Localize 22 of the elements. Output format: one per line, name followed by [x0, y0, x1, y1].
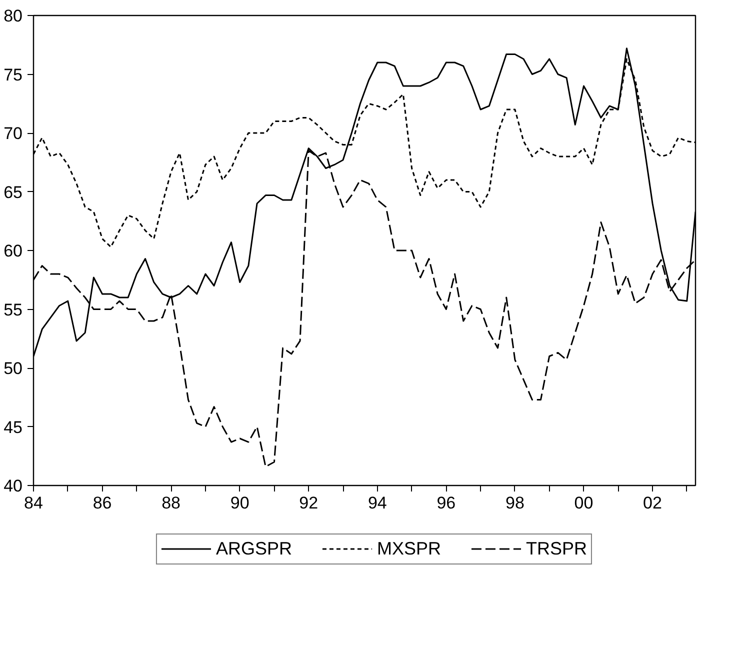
y-tick-label: 75	[4, 65, 23, 84]
y-tick-label: 50	[4, 359, 23, 378]
x-tick-label: 84	[24, 494, 43, 512]
y-tick-label: 70	[4, 124, 23, 143]
y-tick-label: 45	[4, 418, 23, 437]
y-tick-label: 40	[4, 476, 23, 496]
x-tick-label: 90	[230, 494, 250, 512]
x-tick-label: 02	[643, 494, 662, 512]
legend-label: MXSPR	[377, 538, 442, 559]
x-tick-label: 96	[436, 494, 456, 512]
x-tick-label: 98	[506, 494, 524, 512]
x-tick-label: 88	[162, 494, 181, 512]
legend-label: TRSPR	[526, 538, 588, 559]
legend-label: ARGSPR	[216, 538, 292, 559]
y-tick-label: 55	[4, 300, 23, 320]
y-tick-label: 80	[4, 6, 23, 26]
x-tick-label: 94	[368, 494, 387, 512]
y-tick-label: 65	[4, 182, 23, 202]
x-tick-label: 86	[92, 494, 112, 512]
x-tick-label: 92	[299, 494, 318, 512]
y-tick-label: 60	[4, 242, 23, 260]
x-tick-label: 00	[574, 494, 594, 512]
